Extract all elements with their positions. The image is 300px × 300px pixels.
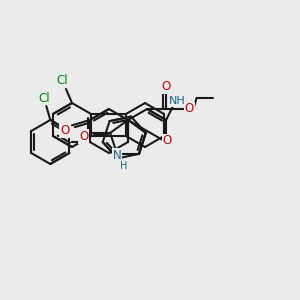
Text: O: O [161, 80, 170, 93]
Text: H: H [120, 161, 128, 171]
Text: O: O [185, 103, 194, 116]
Text: O: O [163, 134, 172, 148]
Text: O: O [60, 124, 70, 137]
Text: O: O [79, 130, 88, 143]
Text: NH: NH [169, 96, 185, 106]
Text: Cl: Cl [38, 92, 50, 104]
Text: Cl: Cl [56, 74, 68, 88]
Text: N: N [112, 149, 122, 162]
Text: ₂: ₂ [187, 99, 191, 109]
